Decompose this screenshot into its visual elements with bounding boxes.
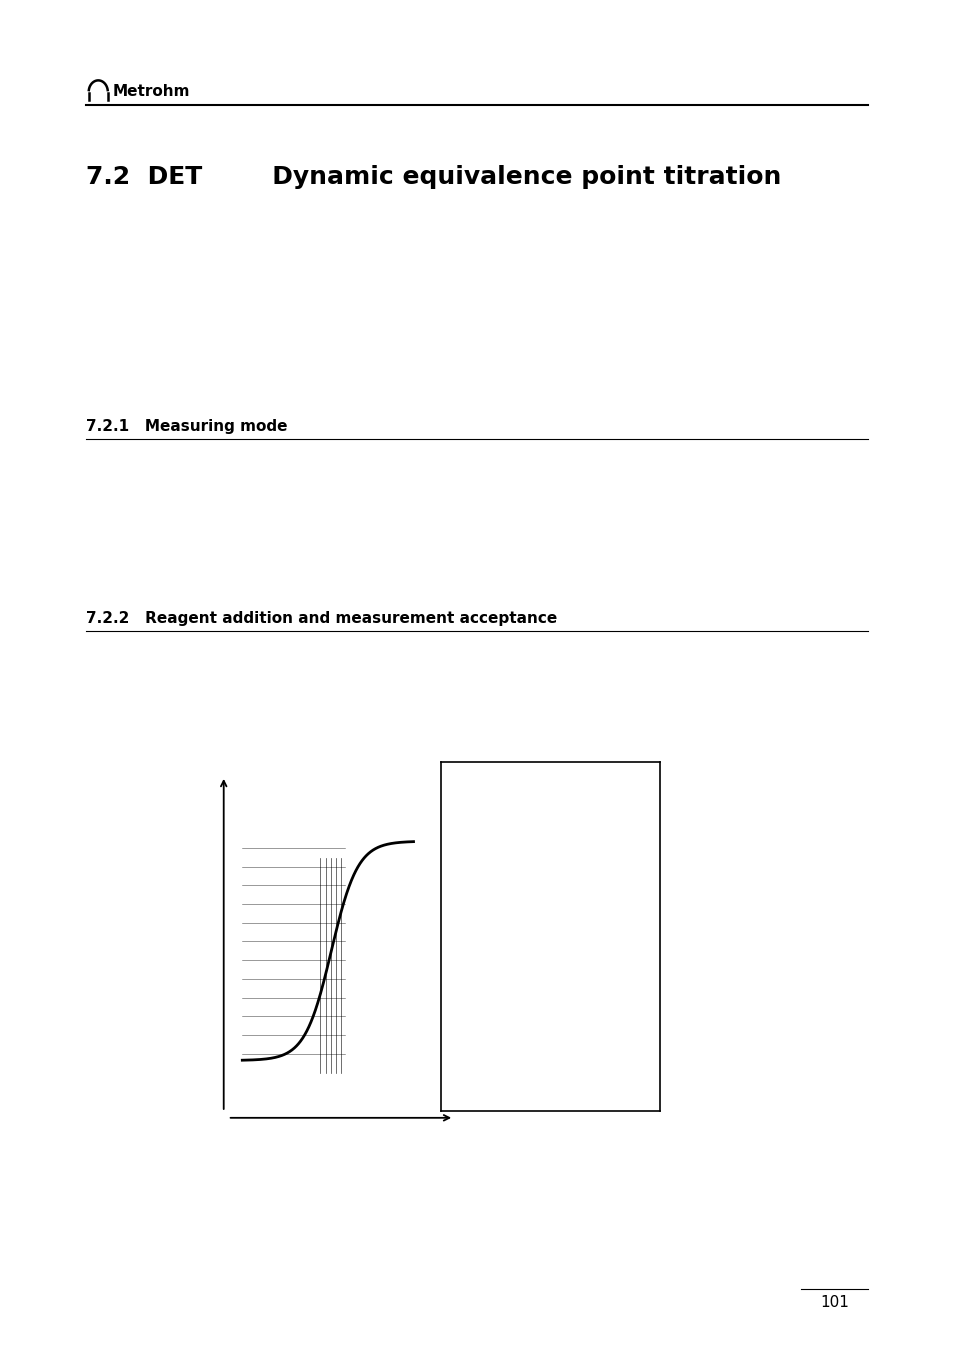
Text: 101: 101: [820, 1296, 848, 1310]
Text: 7.2  DET        Dynamic equivalence point titration: 7.2 DET Dynamic equivalence point titrat…: [86, 165, 781, 189]
Text: Metrohm: Metrohm: [112, 84, 190, 100]
Text: 7.2.2   Reagent addition and measurement acceptance: 7.2.2 Reagent addition and measurement a…: [86, 611, 557, 626]
Text: 7.2.1   Measuring mode: 7.2.1 Measuring mode: [86, 419, 287, 434]
